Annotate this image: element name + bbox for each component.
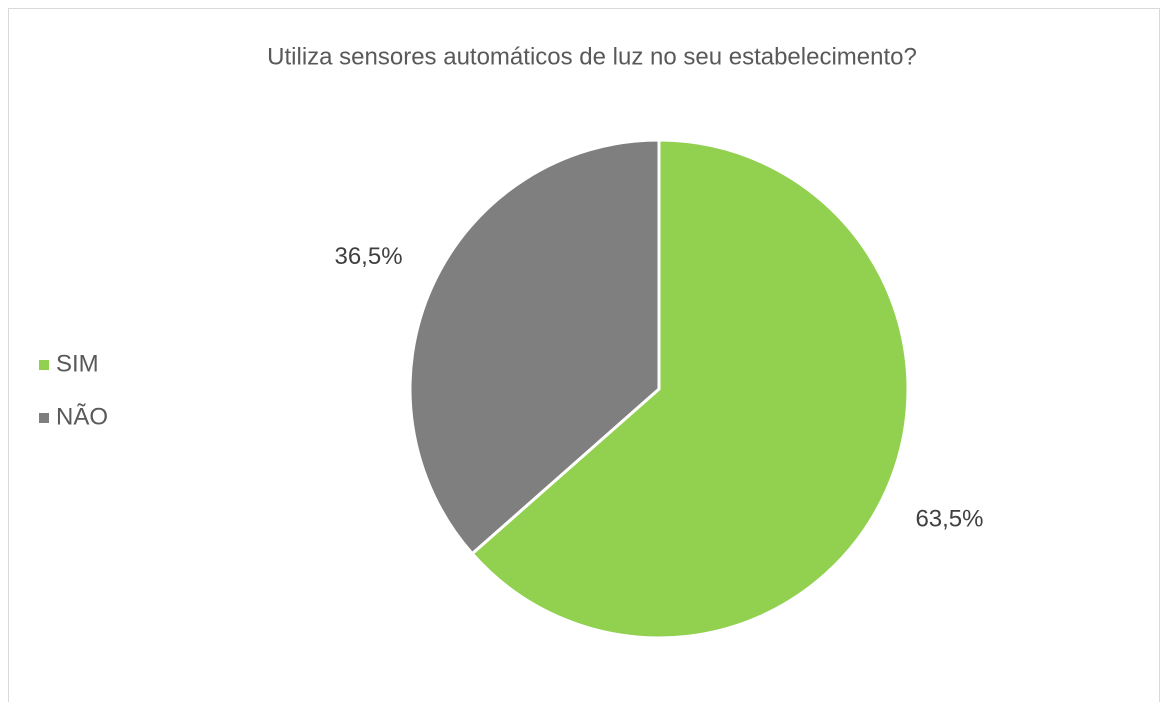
pie-slice <box>470 138 910 640</box>
legend-label: SIM <box>56 350 99 377</box>
legend-swatch <box>39 413 49 423</box>
pie-slice <box>408 138 661 556</box>
chart-border <box>8 8 1160 702</box>
legend-label: NÃO <box>56 403 108 430</box>
chart-title: Utiliza sensores automáticos de luz no s… <box>267 43 917 70</box>
data-label: 63,5% <box>915 506 983 533</box>
legend-swatch <box>39 360 49 370</box>
data-label: 36,5% <box>334 243 402 270</box>
